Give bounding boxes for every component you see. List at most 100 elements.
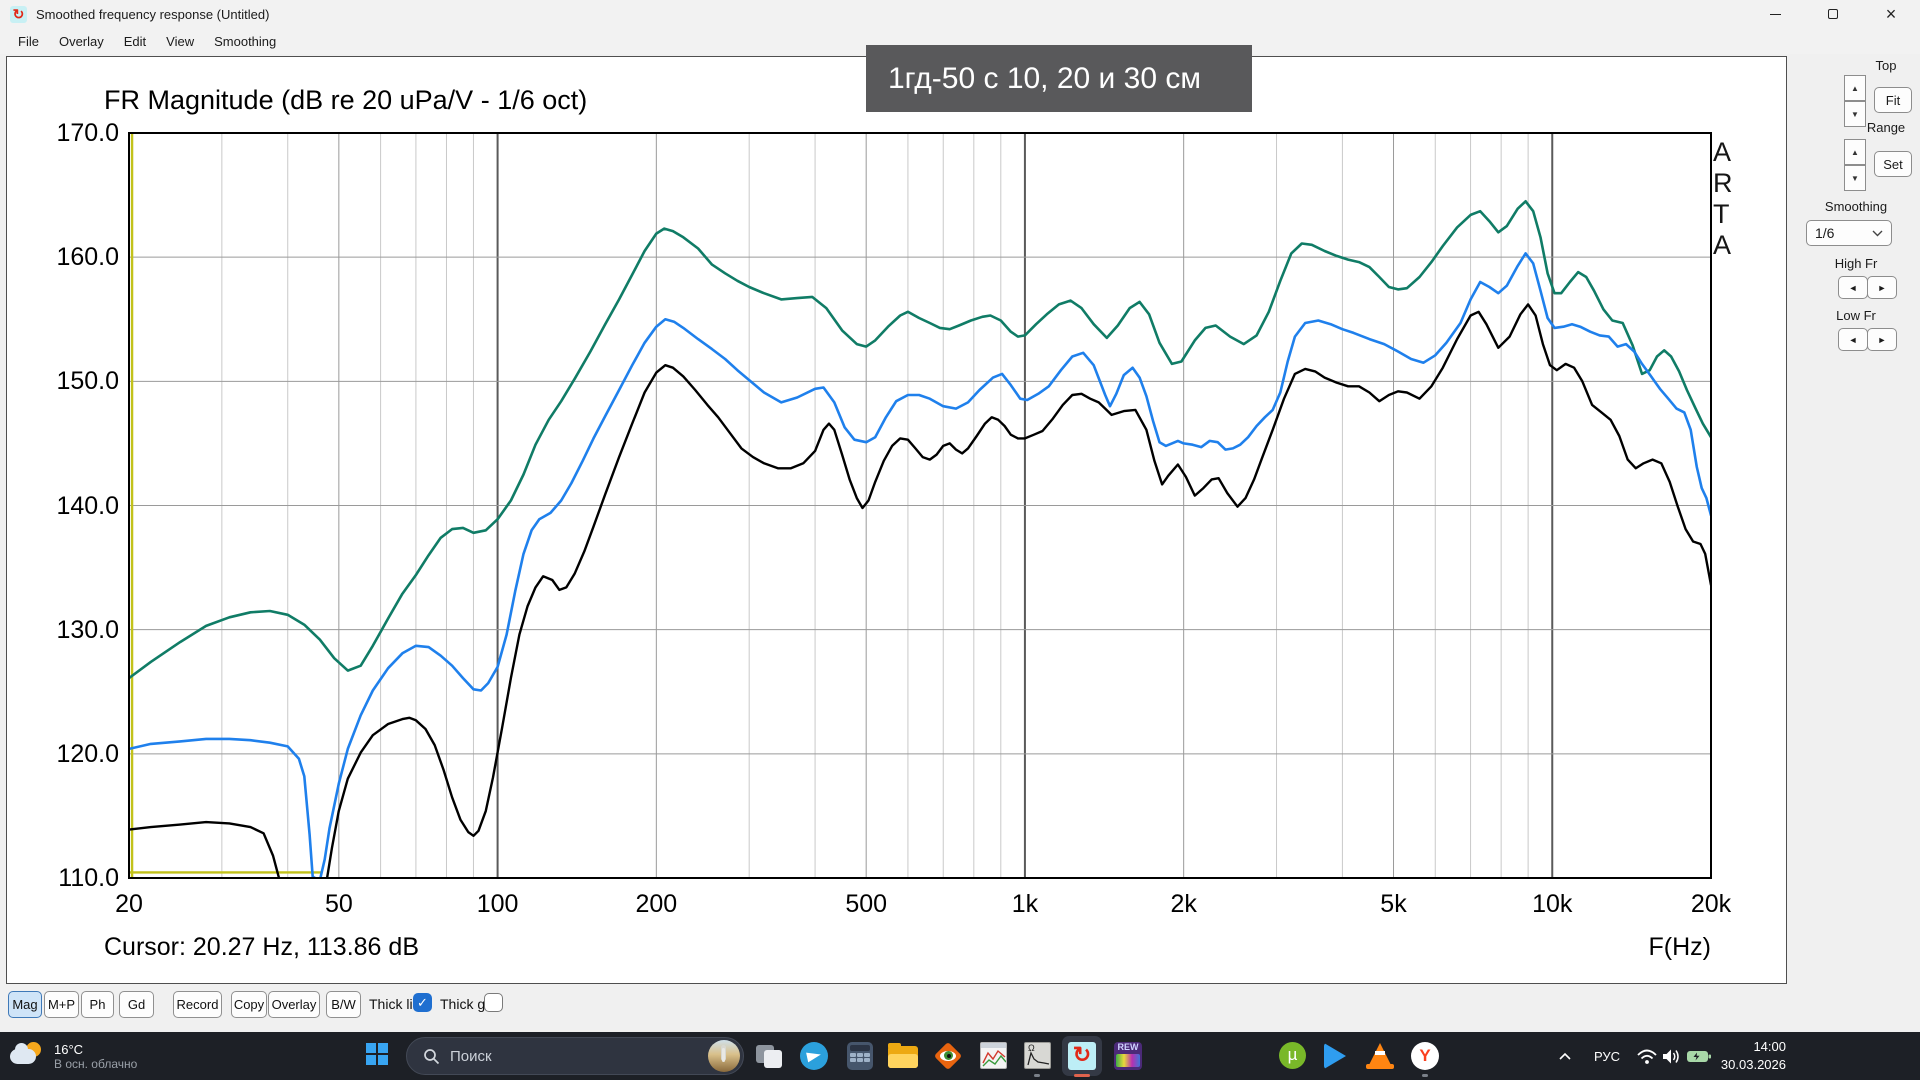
y-tick-160: 160.0 [56,243,119,272]
high-fr-left-button[interactable]: ◄ [1838,276,1868,299]
top-down-button[interactable]: ▼ [1844,101,1866,127]
close-button[interactable]: × [1885,3,1897,24]
taskbar-icon-calculator[interactable] [847,1042,875,1070]
tray-language-switcher[interactable]: РУС [1594,1048,1621,1064]
chart-client-area: FR Magnitude (dB re 20 uPa/V - 1/6 oct) … [6,56,1787,984]
high-fr-right-button[interactable]: ► [1867,276,1897,299]
maximize-button[interactable] [1804,0,1862,28]
weather-temp: 16°C [54,1041,84,1057]
toolbar-button-copy[interactable]: Copy [231,991,267,1018]
set-button[interactable]: Set [1874,151,1912,177]
x-tick-10000: 10k [1532,890,1573,918]
toolbar-button-gd[interactable]: Gd [119,991,154,1018]
x-tick-200: 200 [635,890,678,918]
checkbox-thick-line[interactable]: ✓ [413,993,432,1012]
arta-window-icon: ↻ [10,5,27,23]
x-tick-20000: 20k [1690,890,1732,918]
taskbar-icon-task-view[interactable] [756,1042,784,1070]
y-tick-140: 140.0 [56,491,119,520]
taskbar-icon-vlc[interactable] [1366,1043,1394,1071]
chart-title: FR Magnitude (dB re 20 uPa/V - 1/6 oct) [104,85,588,115]
weather-widget[interactable]: 16°C В осн. облачно [10,1032,137,1080]
volume-icon[interactable] [1661,1032,1682,1080]
toolbar-button-mp[interactable]: M+P [44,991,79,1018]
top-up-button[interactable]: ▲ [1844,75,1866,101]
running-indicator-limp [1034,1074,1040,1077]
taskbar-icon-spectrum-app[interactable] [980,1042,1008,1070]
y-tick-120: 120.0 [56,739,119,768]
curve-green [129,200,1711,680]
taskbar-icon-utorrent[interactable]: µ [1279,1042,1307,1070]
high-fr-label: High Fr [1834,256,1878,271]
toolbar-button-mag[interactable]: Mag [8,991,42,1018]
overlay-name-tooltip: 1гд-50 с 10, 20 и 30 см [866,45,1252,112]
tray-hidden-icons-button[interactable] [1558,1032,1572,1080]
taskbar-icon-rew[interactable]: REW [1114,1042,1142,1070]
cursor-readout: Cursor: 20.27 Hz, 113.86 dB [104,933,419,961]
y-tick-110: 110.0 [58,864,119,892]
range-down-button[interactable]: ▼ [1844,165,1866,191]
bottom-toolbar: Mag M+P Ph Gd Record Copy Overlay B/W Thick line… [6,986,1787,1026]
toolbar-button-record[interactable]: Record [173,991,222,1018]
taskbar-icon-telegram[interactable] [800,1042,828,1070]
chevron-up-icon [1559,1052,1571,1060]
toolbar-button-bw[interactable]: B/W [326,991,361,1018]
menu-edit[interactable]: Edit [123,33,147,49]
fit-button[interactable]: Fit [1874,87,1912,113]
y-tick-150: 150.0 [56,367,119,396]
search-box[interactable]: Поиск [406,1037,744,1075]
x-tick-5000: 5k [1380,890,1407,918]
x-tick-2000: 2k [1170,890,1197,918]
top-label: Top [1875,58,1897,73]
menu-file[interactable]: File [18,33,39,49]
search-highlight-image[interactable] [708,1040,740,1072]
low-fr-right-button[interactable]: ► [1867,328,1897,351]
low-fr-left-button[interactable]: ◄ [1838,328,1868,351]
taskbar-icon-file-explorer[interactable] [888,1043,918,1072]
start-button[interactable] [366,1043,388,1065]
weather-icon [10,1040,46,1072]
checkbox-thick-grid[interactable] [484,993,503,1012]
curve-blue [129,252,1711,878]
smoothing-label: Smoothing [1824,199,1888,214]
search-placeholder: Поиск [450,1047,492,1065]
range-up-button[interactable]: ▲ [1844,139,1866,165]
running-indicator-arta [1074,1074,1090,1077]
taskbar-icon-limp[interactable]: Ω [1024,1042,1052,1070]
tray-clock[interactable]: 14:00 30.03.2026 [1700,1038,1786,1074]
taskbar-icon-media-player[interactable] [1324,1043,1352,1071]
tray-time: 14:00 [1753,1039,1786,1054]
low-fr-label: Low Fr [1836,308,1876,323]
menu-overlay[interactable]: Overlay [58,33,104,49]
menu-smoothing[interactable]: Smoothing [214,33,277,49]
tray-date: 30.03.2026 [1720,1057,1786,1072]
toolbar-button-overlay[interactable]: Overlay [268,991,320,1018]
smoothing-select[interactable]: 1/6 [1806,220,1892,246]
y-tick-170: 170.0 [56,119,119,147]
taskbar-icon-yandex-browser[interactable]: Y [1411,1042,1439,1070]
minimize-button[interactable] [1746,0,1804,28]
wifi-icon[interactable] [1636,1032,1658,1080]
x-axis-unit-label: F(Hz) [1648,933,1711,961]
x-tick-1000: 1k [1011,890,1039,918]
titlebar: ↻ Smoothed frequency response (Untitled)… [0,0,1920,28]
taskbar-icon-eye-viewer[interactable] [933,1041,963,1071]
taskbar-icon-arta[interactable]: ↻ [1068,1042,1096,1070]
x-tick-500: 500 [845,890,888,918]
battery-icon[interactable] [1686,1032,1712,1080]
y-tick-130: 130.0 [56,615,119,644]
weather-condition: В осн. облачно [54,1056,138,1071]
range-label: Range [1866,120,1906,135]
x-tick-20: 20 [115,890,143,918]
menu-view[interactable]: View [166,33,195,49]
x-tick-100: 100 [476,890,519,918]
curve-black [129,303,1711,878]
toolbar-button-ph[interactable]: Ph [81,991,114,1018]
chevron-down-icon [1872,230,1883,236]
window-title: Smoothed frequency response (Untitled) [36,6,270,22]
fr-plot[interactable] [7,57,1786,988]
right-control-panel: Top ▲ ▼ Fit Range ▲ ▼ Set Smoothing 1/6 … [1792,56,1920,616]
x-tick-50: 50 [324,890,353,918]
